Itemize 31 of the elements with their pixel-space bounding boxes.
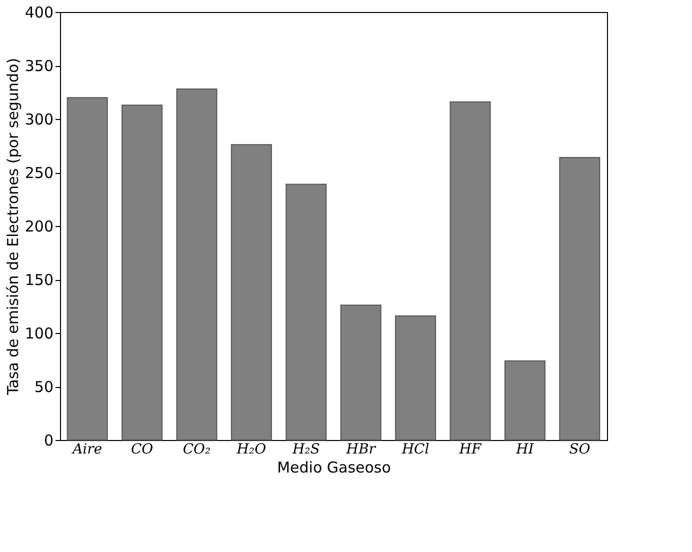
bar [286,184,327,440]
bar [230,144,272,440]
bar [559,157,600,440]
x-tick-label: CO [130,442,154,458]
y-tick-label: 150 [24,271,54,289]
x-tick-label: HF [458,442,482,458]
x-tick-label: SO [569,442,591,458]
x-tick-label: H₂O [236,442,267,458]
bar [450,101,491,440]
y-tick-label: 100 [24,324,54,342]
x-tick-label: Aire [70,442,102,458]
bar [176,88,218,440]
bar [66,97,108,440]
y-tick-label: 300 [24,110,54,128]
x-tick-label: H₂S [291,442,320,458]
y-tick-label: 250 [24,164,54,182]
y-tick-label: 200 [24,218,54,236]
x-axis-title: Medio Gaseoso [277,458,391,476]
x-tick-label: HBr [345,442,377,458]
bar [122,104,163,440]
x-tick-label: HCl [400,442,430,458]
y-tick-label: 0 [44,432,54,450]
x-tick-label: CO₂ [182,442,212,458]
x-tick-label: HI [515,442,534,458]
y-axis-title: Tasa de emisión de Electrones (por segundo) [4,58,22,396]
y-tick-label: 350 [24,57,54,75]
y-tick-label: 50 [34,378,54,396]
bar [504,360,546,440]
y-tick-label: 400 [24,4,54,22]
bar [340,304,382,440]
bar [395,315,436,440]
